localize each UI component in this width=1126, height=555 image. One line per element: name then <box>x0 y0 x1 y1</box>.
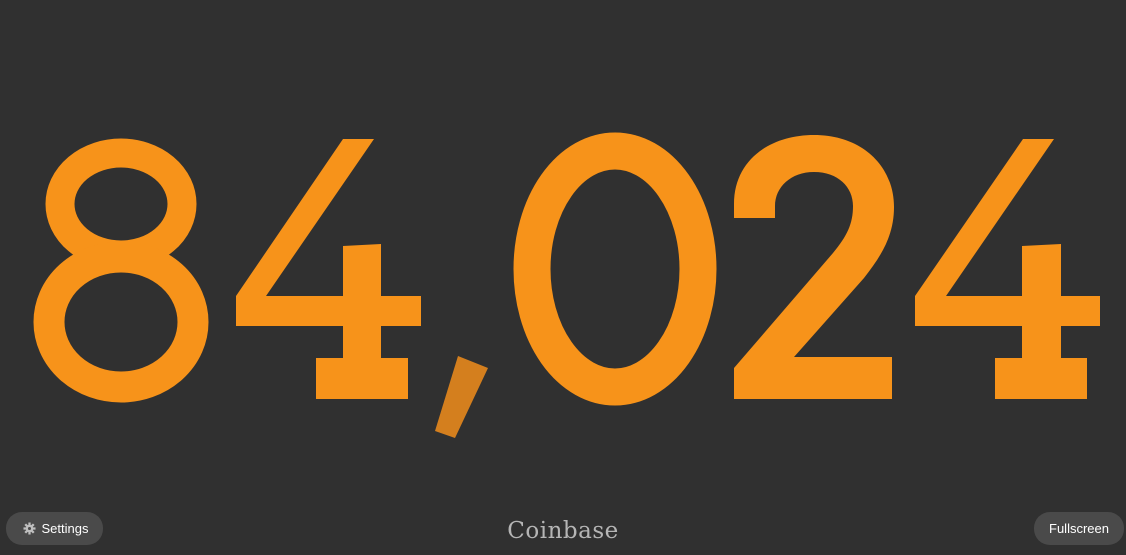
comma <box>435 356 488 438</box>
digit-0 <box>513 132 717 406</box>
digit-8 <box>33 138 209 403</box>
exchange-name: Coinbase <box>507 518 619 544</box>
digit-4 <box>236 139 421 399</box>
digit-4-second <box>915 139 1100 399</box>
fullscreen-label: Fullscreen <box>1049 521 1109 536</box>
fullscreen-button[interactable]: Fullscreen <box>1034 512 1124 545</box>
digit-2 <box>734 135 894 399</box>
settings-label: Settings <box>41 521 89 536</box>
settings-button[interactable]: Settings <box>6 512 103 545</box>
gear-icon <box>22 522 36 535</box>
